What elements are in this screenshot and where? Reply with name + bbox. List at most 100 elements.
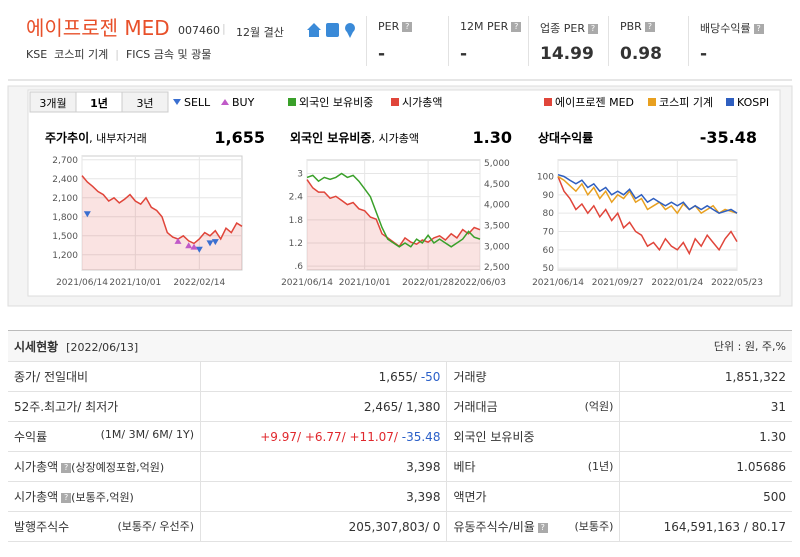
row-value: -35.48: [401, 429, 441, 444]
fics: FICS 금속 및 광물: [125, 48, 212, 61]
marker: [83, 211, 91, 218]
legend-symbol: [288, 98, 296, 106]
area: [82, 175, 242, 270]
help-icon[interactable]: ?: [537, 522, 548, 533]
table-row: 종가/ 전일대비 1,655/ -50 거래량 1,851,322: [8, 361, 792, 392]
help-icon[interactable]: ?: [402, 22, 413, 32]
y-tick-label: 3,000: [484, 242, 510, 252]
row-value: +6.77/: [304, 429, 350, 444]
chart-subtitle: , 내부자거래: [89, 132, 147, 145]
row-value: 205,307,803/ 0: [348, 519, 441, 534]
y-tick-label: 4,500: [484, 180, 510, 190]
value-cell: 500: [619, 481, 792, 512]
row-label: 베타: [453, 460, 476, 474]
row-value: 3,398: [406, 459, 441, 474]
row-sub: (보통주,억원): [71, 491, 134, 504]
label-cell: 종가/ 전일대비: [8, 361, 201, 392]
value-cell: 31: [619, 391, 792, 422]
label-cell: 베타 (1년): [446, 451, 620, 482]
help-icon[interactable]: ?: [511, 22, 522, 32]
legend-symbol: [648, 98, 656, 106]
legend-label: 외국인 보유비중: [299, 96, 373, 109]
row-value: 1,655/: [378, 369, 421, 384]
legend-label: 에이프로젠 MED: [555, 96, 634, 109]
table-row: 시가총액? (보통주,억원) 3,398 액면가 500: [8, 481, 792, 512]
label-cell: 액면가: [446, 481, 620, 512]
y-tick-label: 1,200: [52, 251, 78, 261]
row-label: 52주.최고가/ 최저가: [14, 400, 119, 414]
chart-title-text: 외국인 보유비중: [290, 130, 371, 145]
chart-title-text: 상대수익률: [538, 130, 593, 145]
tab-label: 3년: [136, 97, 153, 110]
label-cell: 52주.최고가/ 최저가: [8, 391, 201, 422]
x-tick-label: 2022/01/28: [402, 278, 454, 288]
value-cell: 3,398: [199, 481, 447, 512]
metric-label-text: PBR: [620, 20, 642, 33]
x-tick-label: 2021/09/27: [592, 278, 644, 288]
label-cell: 시가총액? (상장예정포함,억원): [8, 451, 201, 482]
metric-sep: [688, 16, 689, 66]
row-label: 거래대금: [453, 400, 498, 414]
x-tick-label: 2022/01/24: [651, 278, 703, 288]
help-icon[interactable]: ?: [61, 492, 72, 503]
chart-title: 상대수익률: [538, 130, 593, 145]
table-title-cell: 시세현황 [2022/06/13]: [8, 330, 447, 362]
metric-sep: [528, 16, 529, 66]
row-label: 시가총액: [14, 460, 59, 474]
metric-label-text: 배당수익률: [700, 22, 751, 35]
label-cell: 외국인 보유비중: [446, 421, 620, 452]
marker: [211, 239, 219, 246]
chart-title: 외국인 보유비중, 시가총액: [290, 130, 419, 145]
marker: [185, 242, 193, 249]
value-cell: 1.30: [619, 421, 792, 452]
help-icon[interactable]: ?: [587, 24, 598, 34]
chart-value: 1,655: [214, 128, 265, 147]
row-value: 1,851,322: [724, 369, 786, 384]
stock-name: 에이프로젠 MED: [26, 16, 170, 40]
metric-label-text: PER: [378, 20, 400, 33]
metric-sep: [448, 16, 449, 66]
sector: 코스피 기계: [54, 48, 109, 61]
y-tick-label: 80: [543, 209, 555, 219]
row-label: 발행주식수: [14, 520, 70, 534]
legend-symbol: [173, 99, 181, 105]
y-tick-label: 90: [543, 191, 555, 201]
row-label: 유동주식수/비율: [453, 520, 535, 534]
row-label: 외국인 보유비중: [453, 430, 535, 444]
table-row: 시가총액? (상장예정포함,억원) 3,398 베타 (1년) 1.05686: [8, 451, 792, 482]
legend-symbol: [391, 98, 399, 106]
metric-label-text: 업종 PER: [540, 22, 585, 35]
row-value: 1.05686: [736, 459, 786, 474]
y-tick-label: 2,400: [52, 175, 78, 185]
y-tick-label: 3: [297, 170, 303, 180]
metric-label: PER?: [378, 20, 413, 33]
sep: |: [222, 22, 226, 35]
plot-area: [81, 155, 243, 271]
stock-code: 007460: [178, 24, 220, 37]
table-row: 수익률 (1M/ 3M/ 6M/ 1Y) +9.97/ +6.77/ +11.07/…: [8, 421, 792, 452]
table-date: [2022/06/13]: [66, 340, 139, 354]
metric-label: PBR?: [620, 20, 655, 33]
metric-label: 12M PER?: [460, 20, 522, 33]
y-tick-label: 1.8: [289, 216, 304, 226]
line: [306, 172, 481, 248]
metric-label-text: 12M PER: [460, 20, 509, 33]
row-label: 거래량: [453, 370, 487, 384]
help-icon[interactable]: ?: [753, 24, 764, 34]
y-tick-label: 2,500: [484, 263, 510, 273]
row-sub: (억원): [584, 400, 614, 413]
value-cell: 1,851,322: [619, 361, 792, 392]
legend-label: BUY: [232, 96, 255, 109]
marker: [195, 246, 203, 253]
value-cell: 1.05686: [619, 451, 792, 482]
icons[interactable]: [305, 20, 360, 40]
help-icon[interactable]: ?: [61, 462, 72, 473]
tab[interactable]: [121, 91, 169, 113]
help-icon[interactable]: ?: [644, 22, 655, 32]
y-tick-label: 60: [543, 246, 555, 256]
label-cell: 거래량: [446, 361, 620, 392]
y-tick-label: 1,500: [52, 232, 78, 242]
row-value: 164,591,163 / 80.17: [663, 519, 786, 534]
line: [557, 176, 738, 256]
row-value: +9.97/: [260, 429, 305, 444]
